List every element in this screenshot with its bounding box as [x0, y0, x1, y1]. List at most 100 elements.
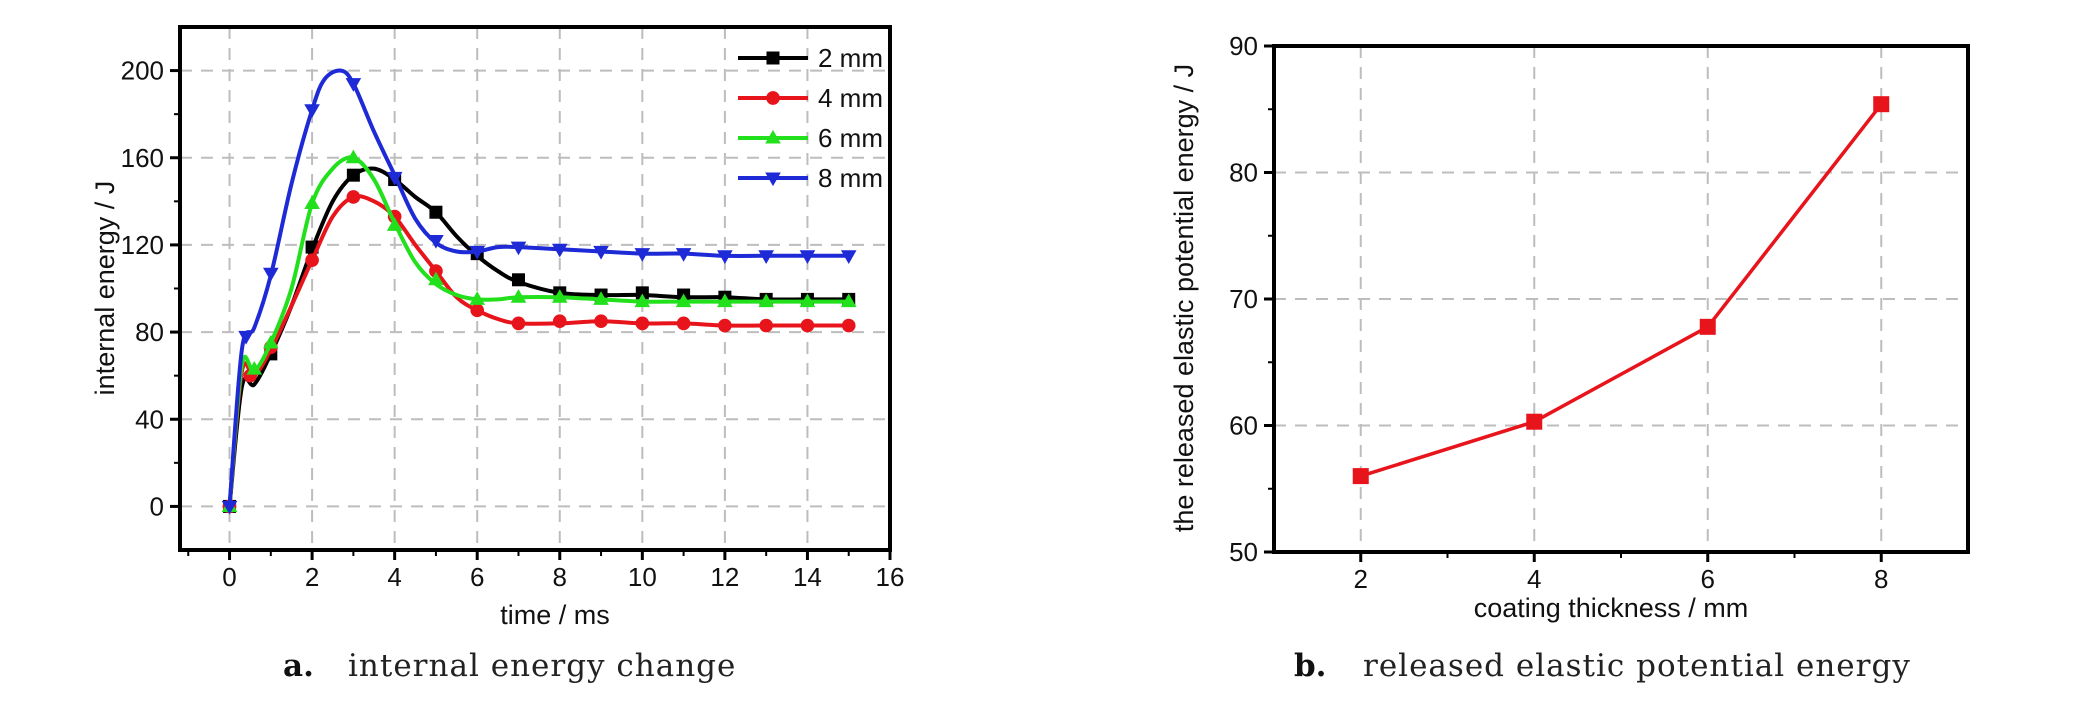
data-point: [386, 217, 403, 231]
chart-a-legend: 2 mm 4 mm 6 mm 8 mm: [738, 43, 883, 193]
legend-label: 4 mm: [818, 83, 883, 113]
legend-swatch-marker: [765, 129, 781, 144]
chart-a-xlabel: time / ms: [500, 600, 610, 630]
data-point: [594, 314, 608, 329]
data-point: [428, 271, 444, 286]
data-point: [386, 171, 403, 186]
x-tick-label: 8: [1874, 564, 1888, 594]
data-point: [635, 316, 650, 331]
chart-a-caption-letter: a.: [283, 648, 314, 684]
chart-b-caption-text: released elastic potential energy: [1363, 648, 1911, 684]
data-point: [676, 316, 691, 331]
data-point: [634, 248, 651, 262]
legend-label: 8 mm: [818, 163, 883, 193]
data-point: [263, 334, 279, 349]
data-point: [1699, 318, 1716, 335]
data-point: [634, 293, 651, 308]
series-8-mm: [221, 68, 857, 515]
data-point: [470, 303, 485, 318]
data-point: [429, 205, 443, 219]
data-point: [718, 318, 732, 333]
chart-b-ylabel: the released elastic potential energy / …: [1169, 64, 1199, 532]
data-point: [717, 250, 733, 264]
legend-label: 6 mm: [818, 123, 883, 153]
y-tick-label: 70: [1229, 284, 1258, 314]
data-point: [840, 250, 857, 264]
data-point: [305, 253, 319, 267]
y-tick-label: 120: [121, 230, 164, 260]
legend-swatch-marker: [766, 51, 780, 65]
data-point: [799, 293, 816, 308]
x-tick-label: 12: [710, 562, 739, 592]
chart-b-xlabel: coating thickness / mm: [1474, 593, 1749, 623]
y-tick-label: 200: [121, 56, 164, 86]
y-tick-label: 80: [1229, 158, 1258, 188]
series-2-mm: [223, 166, 856, 513]
chart-a-ylabel: internal energy / J: [90, 181, 120, 396]
data-point: [840, 293, 857, 308]
y-tick-label: 60: [1229, 411, 1258, 441]
data-point: [510, 289, 527, 303]
chart-b-series: [1352, 96, 1890, 485]
data-point: [510, 241, 527, 256]
legend-entry: 8 mm: [738, 163, 883, 193]
data-point: [429, 264, 443, 278]
legend-entry: 4 mm: [738, 83, 883, 113]
chart-a-series: [221, 68, 857, 515]
y-tick-label: 90: [1229, 31, 1258, 61]
data-point: [346, 190, 361, 204]
data-point: [758, 293, 774, 308]
data-point: [717, 293, 733, 308]
x-tick-label: 4: [387, 562, 401, 592]
data-point: [469, 291, 486, 305]
data-point: [304, 195, 320, 210]
x-tick-label: 2: [1354, 564, 1368, 594]
data-point: [263, 267, 279, 282]
data-point: [345, 78, 362, 92]
data-point: [428, 235, 444, 249]
data-point: [758, 250, 774, 264]
data-point: [1352, 468, 1369, 485]
data-point: [345, 149, 362, 164]
series-6-mm: [221, 149, 857, 512]
data-point: [238, 330, 254, 345]
x-tick-label: 14: [793, 562, 822, 592]
data-point: [635, 286, 649, 300]
legend-entry: 2 mm: [738, 43, 883, 73]
data-point: [675, 293, 692, 308]
data-point: [221, 500, 238, 515]
data-point: [1873, 96, 1890, 113]
series-line: [1359, 102, 1884, 478]
data-point: [759, 318, 773, 333]
x-tick-label: 8: [553, 562, 567, 592]
data-point: [800, 318, 815, 333]
y-tick-label: 0: [150, 491, 164, 521]
data-point: [469, 245, 486, 260]
data-point: [346, 168, 360, 182]
data-point: [511, 273, 525, 287]
y-tick-label: 80: [135, 317, 164, 347]
data-point: [1526, 413, 1543, 430]
x-tick-label: 16: [876, 562, 905, 592]
x-tick-label: 6: [470, 562, 484, 592]
data-point: [593, 291, 609, 305]
chart-b-ticks: 2 4 6 8 50 60 70 80 90: [1229, 31, 1888, 594]
chart-b-caption-letter: b.: [1294, 648, 1326, 684]
x-tick-label: 0: [222, 562, 236, 592]
data-point: [552, 314, 567, 329]
data-point: [246, 361, 263, 375]
data-point: [675, 248, 692, 262]
data-point: [551, 289, 568, 303]
x-tick-label: 2: [305, 562, 319, 592]
y-tick-label: 160: [121, 143, 164, 173]
y-tick-label: 50: [1229, 537, 1258, 567]
data-point: [551, 243, 568, 258]
legend-label: 2 mm: [818, 43, 883, 73]
data-point: [304, 104, 320, 118]
x-tick-label: 10: [628, 562, 657, 592]
legend-swatch-marker: [765, 172, 781, 187]
x-tick-label: 4: [1527, 564, 1541, 594]
x-tick-label: 6: [1701, 564, 1715, 594]
